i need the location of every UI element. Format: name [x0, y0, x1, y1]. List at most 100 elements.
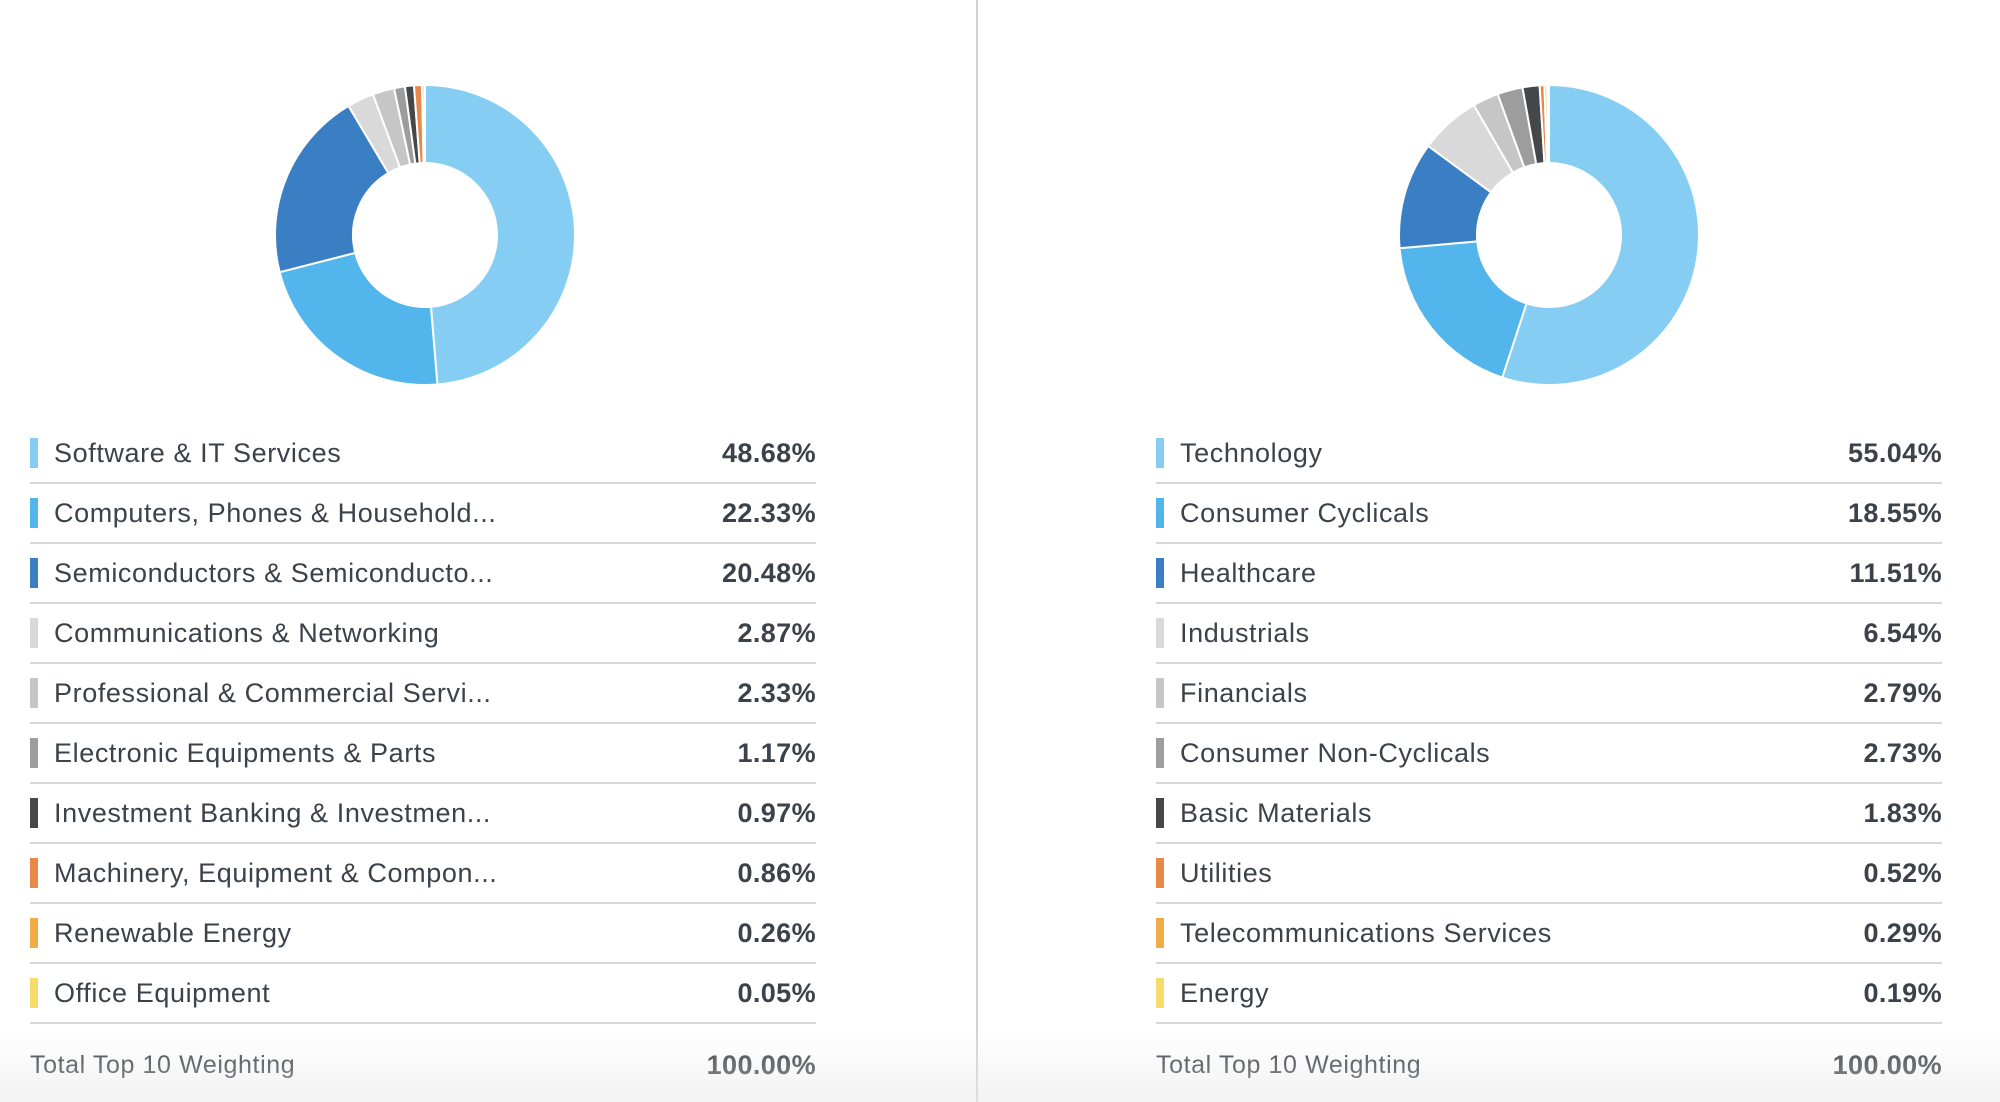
legend-swatch	[1156, 738, 1164, 768]
legend-value: 0.29%	[1863, 917, 1942, 948]
total-label: Total Top 10 Weighting	[1156, 1051, 1422, 1079]
legend-label: Energy	[1180, 977, 1270, 1008]
legend-row: Telecommunications Services 0.29%	[1156, 904, 1942, 964]
total-value: 100.00%	[706, 1050, 816, 1080]
legend-row: Computers, Phones & Household... 22.33%	[30, 484, 816, 544]
legend-label: Technology	[1180, 437, 1323, 468]
legend-row: Consumer Cyclicals 18.55%	[1156, 484, 1942, 544]
donut-slice	[1546, 83, 1550, 165]
legend-swatch	[30, 738, 38, 768]
legend-value: 11.51%	[1849, 557, 1942, 588]
legend-row: Renewable Energy 0.26%	[30, 904, 816, 964]
legend-value: 6.54%	[1863, 617, 1942, 648]
legend-label: Consumer Cyclicals	[1180, 497, 1430, 528]
legend-label: Financials	[1180, 677, 1308, 708]
legend-value: 1.83%	[1863, 797, 1942, 828]
legend-value: 0.05%	[737, 977, 816, 1008]
panel-divider	[976, 0, 978, 1102]
legend-label: Professional & Commercial Servi...	[54, 677, 492, 708]
legend-label: Industrials	[1180, 617, 1310, 648]
legend-row: Electronic Equipments & Parts 1.17%	[30, 724, 816, 784]
industry-legend: Software & IT Services 48.68% Computers,…	[30, 424, 816, 1024]
legend-row: Software & IT Services 48.68%	[30, 424, 816, 484]
legend-label: Basic Materials	[1180, 797, 1373, 828]
legend-value: 2.79%	[1863, 677, 1942, 708]
legend-swatch	[1156, 798, 1164, 828]
total-row: Total Top 10 Weighting 100.00%	[1156, 1050, 1942, 1081]
legend-swatch	[1156, 978, 1164, 1008]
legend-swatch	[30, 618, 38, 648]
legend-row: Machinery, Equipment & Compon... 0.86%	[30, 844, 816, 904]
legend-value: 0.26%	[737, 917, 816, 948]
legend-label: Computers, Phones & Household...	[54, 497, 497, 528]
legend-swatch	[30, 978, 38, 1008]
legend-value: 2.73%	[1863, 737, 1942, 768]
legend-value: 0.97%	[737, 797, 816, 828]
legend-value: 48.68%	[722, 437, 816, 468]
legend-swatch	[30, 678, 38, 708]
legend-row: Consumer Non-Cyclicals 2.73%	[1156, 724, 1942, 784]
legend-row: Energy 0.19%	[1156, 964, 1942, 1024]
legend-swatch	[30, 858, 38, 888]
legend-row: Investment Banking & Investmen... 0.97%	[30, 784, 816, 844]
donut-slice	[278, 251, 439, 386]
donut-slice	[1398, 240, 1528, 379]
legend-row: Healthcare 11.51%	[1156, 544, 1942, 604]
industry-donut-svg	[274, 83, 576, 386]
legend-label: Machinery, Equipment & Compon...	[54, 857, 498, 888]
total-value: 100.00%	[1832, 1050, 1942, 1080]
legend-label: Renewable Energy	[54, 917, 292, 948]
legend-row: Utilities 0.52%	[1156, 844, 1942, 904]
legend-row: Professional & Commercial Servi... 2.33%	[30, 664, 816, 724]
legend-value: 0.19%	[1863, 977, 1942, 1008]
donut-slice	[424, 83, 576, 386]
sector-donut-svg	[1398, 83, 1700, 386]
legend-value: 18.55%	[1848, 497, 1942, 528]
legend-row: Office Equipment 0.05%	[30, 964, 816, 1024]
legend-row: Communications & Networking 2.87%	[30, 604, 816, 664]
sector-donut-chart	[1394, 80, 1704, 390]
legend-value: 2.33%	[737, 677, 816, 708]
legend-label: Electronic Equipments & Parts	[54, 737, 437, 768]
legend-swatch	[1156, 858, 1164, 888]
total-row: Total Top 10 Weighting 100.00%	[30, 1050, 816, 1081]
legend-swatch	[1156, 558, 1164, 588]
legend-row: Industrials 6.54%	[1156, 604, 1942, 664]
legend-label: Investment Banking & Investmen...	[54, 797, 492, 828]
legend-value: 22.33%	[722, 497, 816, 528]
legend-value: 0.52%	[1863, 857, 1942, 888]
legend-row: Semiconductors & Semiconducto... 20.48%	[30, 544, 816, 604]
legend-value: 55.04%	[1848, 437, 1942, 468]
legend-swatch	[30, 918, 38, 948]
legend-value: 0.86%	[737, 857, 816, 888]
legend-label: Office Equipment	[54, 977, 271, 1008]
industry-donut-chart	[270, 80, 580, 390]
legend-swatch	[1156, 678, 1164, 708]
legend-row: Financials 2.79%	[1156, 664, 1942, 724]
legend-swatch	[1156, 498, 1164, 528]
total-label: Total Top 10 Weighting	[30, 1051, 296, 1079]
legend-label: Consumer Non-Cyclicals	[1180, 737, 1491, 768]
donut-slice	[1500, 83, 1700, 386]
legend-value: 1.17%	[737, 737, 816, 768]
donut-slice	[274, 104, 390, 274]
legend-row: Basic Materials 1.83%	[1156, 784, 1942, 844]
legend-swatch	[1156, 438, 1164, 468]
legend-label: Semiconductors & Semiconducto...	[54, 557, 494, 588]
legend-label: Utilities	[1180, 857, 1273, 888]
legend-label: Healthcare	[1180, 557, 1317, 588]
legend-swatch	[30, 558, 38, 588]
legend-label: Software & IT Services	[54, 437, 342, 468]
legend-swatch	[30, 438, 38, 468]
legend-label: Telecommunications Services	[1180, 917, 1552, 948]
sector-panel: Technology 55.04% Consumer Cyclicals 18.…	[1156, 0, 1946, 1102]
legend-swatch	[1156, 618, 1164, 648]
legend-label: Communications & Networking	[54, 617, 440, 648]
sector-legend: Technology 55.04% Consumer Cyclicals 18.…	[1156, 424, 1942, 1024]
legend-swatch	[30, 798, 38, 828]
legend-swatch	[1156, 918, 1164, 948]
legend-value: 20.48%	[722, 557, 816, 588]
legend-value: 2.87%	[737, 617, 816, 648]
industry-panel: Software & IT Services 48.68% Computers,…	[30, 0, 820, 1102]
